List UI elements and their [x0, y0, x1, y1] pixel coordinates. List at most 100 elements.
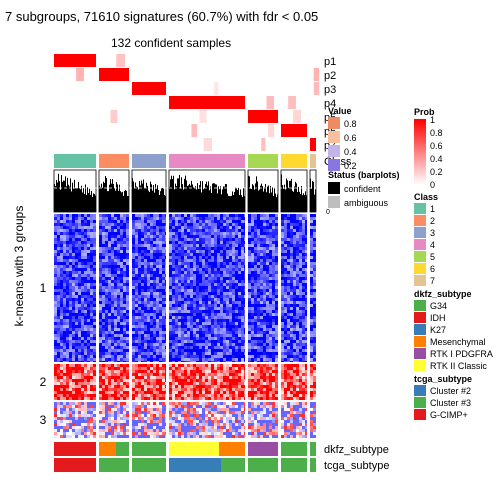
heatmap-cell	[175, 301, 178, 304]
heatmap-cell	[75, 322, 78, 325]
heatmap-cell	[214, 343, 217, 346]
heatmap-cell	[205, 349, 208, 352]
heatmap-cell	[217, 373, 220, 376]
heatmap-cell	[257, 226, 260, 229]
heatmap-cell	[181, 286, 184, 289]
heatmap-cell	[150, 361, 153, 362]
heatmap-cell	[66, 301, 69, 304]
heatmap-cell	[126, 313, 129, 316]
heatmap-cell	[165, 313, 166, 316]
heatmap-cell	[105, 286, 108, 289]
heatmap-cell	[211, 295, 214, 298]
heatmap-cell	[281, 244, 284, 247]
silhouette-bar	[297, 192, 298, 212]
heatmap-cell	[57, 382, 60, 385]
heatmap-cell	[217, 328, 220, 331]
heatmap-cell	[293, 235, 296, 238]
heatmap-cell	[60, 322, 63, 325]
heatmap-cell	[102, 379, 105, 382]
heatmap-cell	[57, 349, 60, 352]
heatmap-cell	[102, 259, 105, 262]
heatmap-cell	[126, 367, 129, 370]
silhouette-bar	[313, 181, 314, 212]
heatmap-cell	[54, 232, 57, 235]
heatmap-cell	[123, 259, 126, 262]
heatmap-cell	[93, 268, 96, 271]
heatmap-cell	[108, 340, 111, 343]
heatmap-cell	[78, 295, 81, 298]
heatmap-cell	[87, 331, 90, 334]
heatmap-cell	[184, 304, 187, 307]
heatmap-cell	[150, 304, 153, 307]
heatmap-cell	[60, 334, 63, 337]
heatmap-cell	[63, 307, 66, 310]
heatmap-cell	[208, 268, 211, 271]
heatmap-cell	[272, 310, 275, 313]
heatmap-cell	[313, 301, 316, 304]
heatmap-cell	[159, 379, 162, 382]
heatmap-cell	[263, 280, 266, 283]
heatmap-cell	[111, 316, 114, 319]
heatmap-cell	[54, 247, 57, 250]
heatmap-cell	[114, 271, 117, 274]
silhouette-bar	[284, 184, 285, 212]
heatmap-cell	[260, 301, 263, 304]
heatmap-cell	[232, 343, 235, 346]
heatmap-cell	[293, 259, 296, 262]
heatmap-cell	[138, 235, 141, 238]
heatmap-cell	[217, 322, 220, 325]
heatmap-cell	[290, 325, 293, 328]
heatmap-cell	[69, 250, 72, 253]
heatmap-cell	[187, 283, 190, 286]
heatmap-cell	[132, 358, 135, 361]
heatmap-cell	[84, 298, 87, 301]
heatmap-cell	[162, 217, 165, 220]
heatmap-cell	[217, 325, 220, 328]
heatmap-cell	[54, 376, 57, 379]
heatmap-cell	[75, 268, 78, 271]
heatmap-cell	[90, 337, 93, 340]
heatmap-cell	[287, 373, 290, 376]
heatmap-cell	[226, 331, 229, 334]
heatmap-cell	[238, 265, 241, 268]
heatmap-cell	[60, 262, 63, 265]
heatmap-cell	[257, 358, 260, 361]
heatmap-cell	[159, 214, 162, 217]
heatmap-cell	[202, 316, 205, 319]
heatmap-cell	[144, 247, 147, 250]
heatmap-cell	[105, 340, 108, 343]
heatmap-cell	[90, 220, 93, 223]
heatmap-cell	[156, 223, 159, 226]
heatmap-cell	[202, 223, 205, 226]
heatmap-cell	[235, 364, 238, 367]
heatmap-cell	[169, 292, 172, 295]
heatmap-cell	[290, 328, 293, 331]
heatmap-cell	[175, 217, 178, 220]
silhouette-bar	[224, 186, 225, 212]
heatmap-cell	[66, 280, 69, 283]
heatmap-cell	[257, 340, 260, 343]
heatmap-cell	[272, 337, 275, 340]
heatmap-cell	[169, 214, 172, 217]
heatmap-cell	[266, 340, 269, 343]
heatmap-cell	[254, 280, 257, 283]
heatmap-cell	[120, 313, 123, 316]
heatmap-cell	[287, 247, 290, 250]
heatmap-cell	[229, 238, 232, 241]
heatmap-cell	[226, 310, 229, 313]
heatmap-cell	[81, 364, 84, 367]
heatmap-cell	[159, 235, 162, 238]
heatmap-cell	[214, 274, 217, 277]
heatmap-cell	[135, 247, 138, 250]
heatmap-cell	[141, 214, 144, 217]
heatmap-cell	[159, 250, 162, 253]
heatmap-cell	[217, 340, 220, 343]
heatmap-cell	[220, 283, 223, 286]
heatmap-cell	[251, 265, 254, 268]
heatmap-cell	[226, 316, 229, 319]
heatmap-cell	[296, 352, 299, 355]
heatmap-cell	[193, 280, 196, 283]
heatmap-cell	[302, 313, 305, 316]
silhouette-bar	[134, 188, 135, 212]
heatmap-cell	[57, 286, 60, 289]
